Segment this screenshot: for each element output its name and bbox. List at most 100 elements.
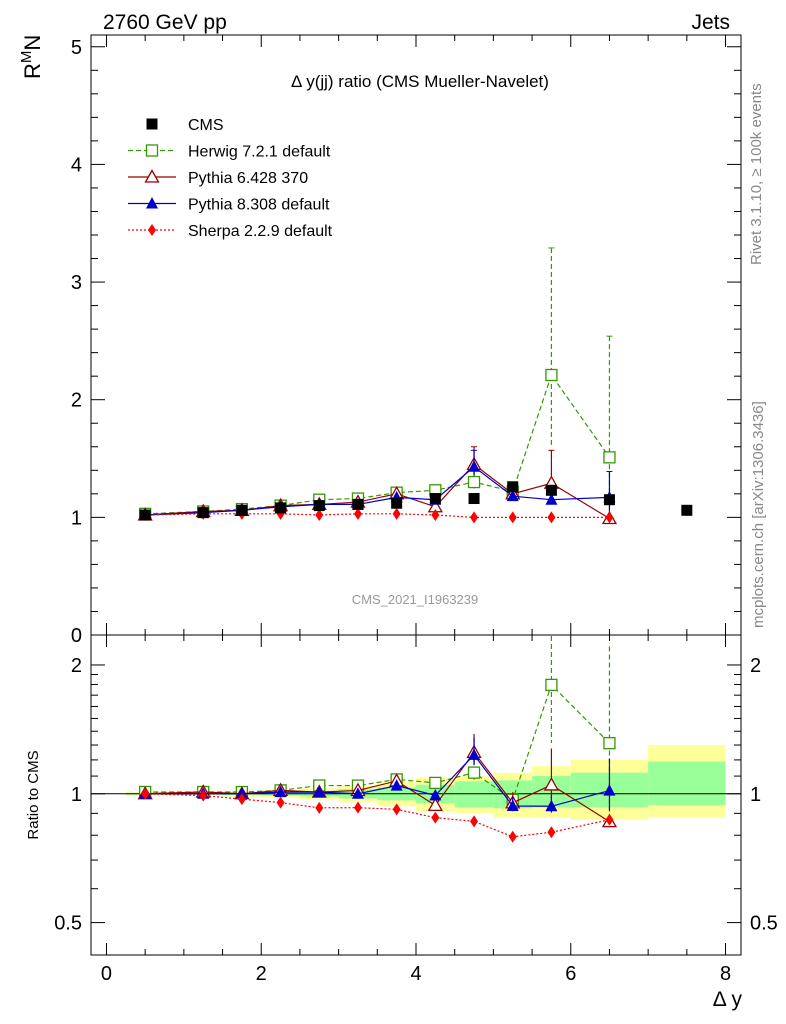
data-point — [431, 509, 440, 521]
cms-point — [603, 494, 615, 506]
data-point — [467, 475, 481, 489]
y-tick-label-ratio-right: 0.5 — [750, 913, 778, 935]
ratio-point — [274, 785, 287, 798]
ratio-point — [427, 797, 443, 812]
cms-point — [391, 497, 403, 509]
y-axis-label-ratio: Ratio to CMS — [25, 750, 42, 839]
ratio-point — [605, 813, 614, 826]
data-point — [545, 493, 558, 505]
data-point — [605, 511, 614, 524]
data-point — [506, 489, 519, 502]
y-tick-label-ratio-right: 2 — [750, 655, 761, 677]
mcplots-label: mcplots.cern.ch [arXiv:1306.3436] — [750, 401, 767, 628]
rivet-label: Rivet 3.1.10, ≥ 100k events — [748, 83, 765, 265]
data-point — [276, 507, 285, 520]
y-tick-label-ratio: 1 — [71, 784, 82, 806]
ratio-point — [545, 678, 558, 692]
cms-point — [681, 504, 693, 516]
data-point — [315, 509, 324, 521]
y-tick-label-main: 2 — [71, 390, 82, 412]
ratio-panel: 0.5 0.5 1 1 2 2 Ratio to CMS — [25, 634, 778, 956]
cms-point — [236, 504, 248, 516]
ratio-point — [506, 799, 519, 811]
cms-point — [275, 502, 287, 514]
ratio-point — [141, 787, 150, 800]
cms-point — [197, 507, 209, 519]
ratio-point — [429, 788, 442, 801]
y-tick-label-main: 3 — [71, 272, 82, 294]
x-tick-label: 6 — [565, 963, 576, 985]
main-panel: 1 2 3 4 5 0 Δ y(jj) ratio (CMS Mueller-Navele… — [18, 34, 742, 647]
legend-marker — [145, 144, 159, 157]
series-line-1 — [145, 373, 610, 515]
series-line-3 — [145, 465, 610, 516]
x-tick-label: 4 — [410, 963, 421, 985]
x-tick-label: 0 — [101, 963, 112, 985]
cms-point — [429, 493, 441, 505]
ratio-point — [235, 787, 248, 799]
ratio-point — [603, 737, 616, 750]
y-tick-label-main: 1 — [71, 507, 82, 529]
y-tick-label-main: 5 — [71, 37, 82, 59]
ratio-point — [353, 801, 362, 814]
y-label-base: RMN — [18, 35, 45, 79]
cms-point — [468, 493, 480, 505]
legend: CMS Herwig 7.2.1 default Pythia 6.428 370 P… — [128, 117, 333, 240]
y-tick-label-ratio-right: 1 — [750, 784, 761, 806]
series-line-4 — [145, 513, 610, 518]
data-point — [392, 507, 401, 520]
ratio-point — [467, 766, 481, 779]
ratio-point — [276, 796, 285, 809]
legend-label: Sherpa 2.2.9 default — [188, 223, 333, 240]
ratio-point — [429, 776, 442, 790]
ratio-line-1 — [145, 683, 610, 801]
cms-point — [139, 509, 151, 521]
y-tick-label-main: 4 — [71, 154, 82, 176]
y-axis-label-main: RMN — [18, 35, 45, 79]
y-tick-label-main-zero: 0 — [71, 625, 82, 647]
ratio-point — [543, 777, 560, 791]
ratio-point — [351, 787, 364, 799]
y-label-sup: M — [18, 51, 35, 64]
data-point — [545, 368, 558, 382]
data-point — [468, 460, 481, 472]
ratio-point — [390, 779, 403, 791]
header-left: 2760 GeV pp — [103, 11, 227, 34]
y-label-sub: N — [20, 35, 45, 51]
ratio-point — [603, 784, 616, 796]
x-axis-label: Δ y — [713, 988, 743, 1011]
ratio-line-4 — [145, 793, 610, 838]
legend-label: Pythia 8.308 default — [188, 197, 330, 214]
chart-title: Δ y(jj) ratio (CMS Mueller-Navelet) — [291, 72, 549, 91]
ratio-point — [313, 785, 326, 798]
ratio-line-3 — [145, 753, 610, 807]
ratio-point — [315, 801, 324, 814]
band-inner — [648, 761, 726, 806]
legend-marker — [146, 197, 158, 209]
ratio-point — [237, 793, 246, 806]
legend-marker — [148, 224, 156, 236]
y-label-r: R — [20, 63, 45, 79]
ratio-point — [508, 830, 517, 843]
cms-point — [507, 481, 519, 493]
data-point — [470, 511, 479, 524]
data-point — [603, 451, 616, 464]
cms-point — [313, 500, 325, 512]
ratio-point — [392, 803, 401, 816]
legend-marker — [146, 118, 158, 130]
x-tick-label: 2 — [256, 963, 267, 985]
ratio-point — [199, 789, 208, 802]
legend-label: Pythia 6.428 370 — [188, 170, 308, 187]
x-tick-label: 8 — [720, 963, 731, 985]
watermark: CMS_2021_I1963239 — [352, 592, 479, 607]
y-tick-label-ratio: 2 — [71, 655, 82, 677]
legend-label: CMS — [188, 117, 224, 134]
data-point — [547, 511, 556, 524]
ratio-point — [431, 811, 440, 824]
data-point — [508, 511, 517, 524]
legend-label: Herwig 7.2.1 default — [188, 144, 331, 161]
legend-marker — [144, 169, 160, 183]
data-point — [353, 507, 362, 520]
series-line-2 — [145, 463, 610, 520]
